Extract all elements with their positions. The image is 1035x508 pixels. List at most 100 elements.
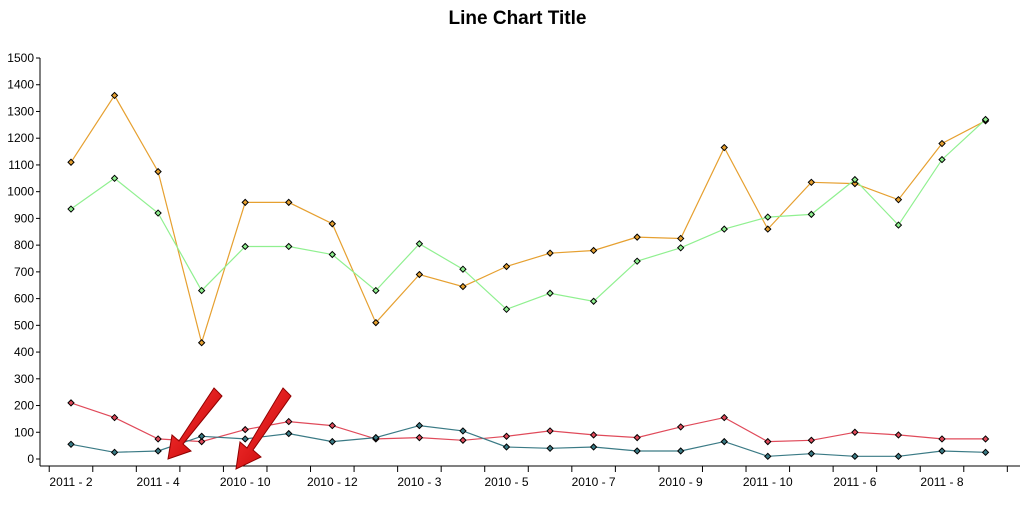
series-3-point xyxy=(241,425,249,434)
y-tick-label: 200 xyxy=(14,399,34,413)
series-4-point xyxy=(328,437,337,446)
series-3-point xyxy=(459,436,467,444)
x-tick-label: 2011 - 6 xyxy=(833,475,876,489)
annotation-arrow-1 xyxy=(167,387,223,460)
y-tick-label: 400 xyxy=(14,345,34,359)
series-3-point xyxy=(415,433,424,442)
series-2-point xyxy=(546,289,554,297)
y-axis-ticks: 0 100 200 300 400 500 600 700 800 900 1000 1100 1200… xyxy=(7,51,40,466)
series-2-point xyxy=(415,240,424,248)
series-2-point xyxy=(807,210,816,219)
series-2-point xyxy=(459,265,467,273)
y-tick-label: 600 xyxy=(14,292,34,306)
series-3-point xyxy=(197,437,206,446)
series-3-point xyxy=(938,435,946,443)
x-tick-label: 2010 - 9 xyxy=(659,475,703,489)
series-3-point xyxy=(502,432,511,440)
series-1-point xyxy=(197,339,206,347)
series-1-point xyxy=(459,282,467,291)
series-1-point xyxy=(764,225,772,233)
series-2-point xyxy=(938,155,946,164)
series-3-point xyxy=(589,431,598,439)
x-tick-label: 2010 - 5 xyxy=(484,475,528,489)
x-tick-label: 2010 - 12 xyxy=(307,475,358,489)
x-tick-label: 2011 - 2 xyxy=(49,475,92,489)
series-2-point xyxy=(285,242,293,251)
series-1-point xyxy=(546,249,554,257)
series-2-point xyxy=(502,305,511,314)
series-4-point xyxy=(894,452,903,461)
series-4-point xyxy=(546,444,554,453)
y-tick-label: 1400 xyxy=(7,78,34,92)
x-tick-label: 2010 - 3 xyxy=(397,475,441,489)
series-3-point xyxy=(894,431,903,439)
series-2-point xyxy=(764,213,772,221)
series-4-point xyxy=(372,433,380,442)
series-2-point xyxy=(633,257,641,265)
series-3-point xyxy=(676,423,685,431)
x-tick-label: 2010 - 7 xyxy=(572,475,616,489)
series-2-point xyxy=(328,250,337,259)
series-3-point xyxy=(546,427,554,435)
series-4-point xyxy=(938,447,946,455)
y-tick-label: 900 xyxy=(14,211,34,225)
series-3-line xyxy=(70,402,986,443)
x-tick-label: 2010 - 10 xyxy=(220,475,271,489)
series-4-point xyxy=(285,429,293,438)
series-3-point xyxy=(328,421,337,430)
series-4-point xyxy=(459,427,467,435)
y-tick-label: 1100 xyxy=(8,158,34,172)
series-4-point xyxy=(807,449,816,458)
series-4-point xyxy=(154,447,162,455)
series-2-point xyxy=(720,225,728,233)
series-1-point xyxy=(807,178,816,187)
series-3-point xyxy=(285,417,293,426)
series-1-point xyxy=(285,198,293,207)
series-1-point xyxy=(110,91,119,100)
series-4-point xyxy=(720,437,728,446)
x-axis-ticks: 2011 - 2 2011 - 4 2010 - 10 2010 - 12 2010 -… xyxy=(48,466,1008,489)
series-2-point xyxy=(110,174,119,183)
y-tick-label: 500 xyxy=(14,318,34,332)
series-1-line xyxy=(70,94,986,345)
series-4-point xyxy=(589,443,598,451)
series-4-point xyxy=(110,448,119,457)
series-4-point xyxy=(764,452,772,461)
series-2-point xyxy=(851,175,859,184)
series-2-point xyxy=(154,209,162,217)
chart-title: Line Chart Title xyxy=(448,8,587,29)
series-1-point xyxy=(154,167,162,176)
series-4-line xyxy=(70,424,986,457)
y-tick-label: 700 xyxy=(14,265,34,279)
series-2-point xyxy=(676,244,685,252)
series-4-point xyxy=(502,443,511,451)
series-4-point xyxy=(981,448,990,457)
y-tick-label: 300 xyxy=(14,372,34,386)
series-1-point xyxy=(676,234,685,243)
series-2-point xyxy=(894,221,903,229)
series-2-point xyxy=(981,115,990,124)
y-tick-label: 800 xyxy=(14,238,34,252)
series-1-point xyxy=(720,143,728,152)
series-4-point xyxy=(241,435,249,443)
series-3-point xyxy=(720,413,728,422)
series-2-line xyxy=(70,119,986,310)
series-4-point xyxy=(633,447,641,455)
series-3-point xyxy=(633,433,641,442)
x-tick-label: 2011 - 4 xyxy=(137,475,180,489)
series-3-point xyxy=(764,437,772,446)
series-4-point xyxy=(676,447,685,455)
series-3-point xyxy=(67,399,75,407)
y-tick-label: 0 xyxy=(27,452,34,466)
series-1-point xyxy=(241,198,249,207)
series-3-point xyxy=(154,435,162,443)
series-1-point xyxy=(938,139,946,148)
series-3-point xyxy=(110,413,119,422)
series-1-point xyxy=(894,195,903,204)
series-4-point xyxy=(67,440,75,449)
series-4-point xyxy=(415,421,424,430)
series-1-point xyxy=(589,246,598,255)
series-1-point xyxy=(328,220,337,228)
y-tick-label: 1300 xyxy=(7,104,34,118)
